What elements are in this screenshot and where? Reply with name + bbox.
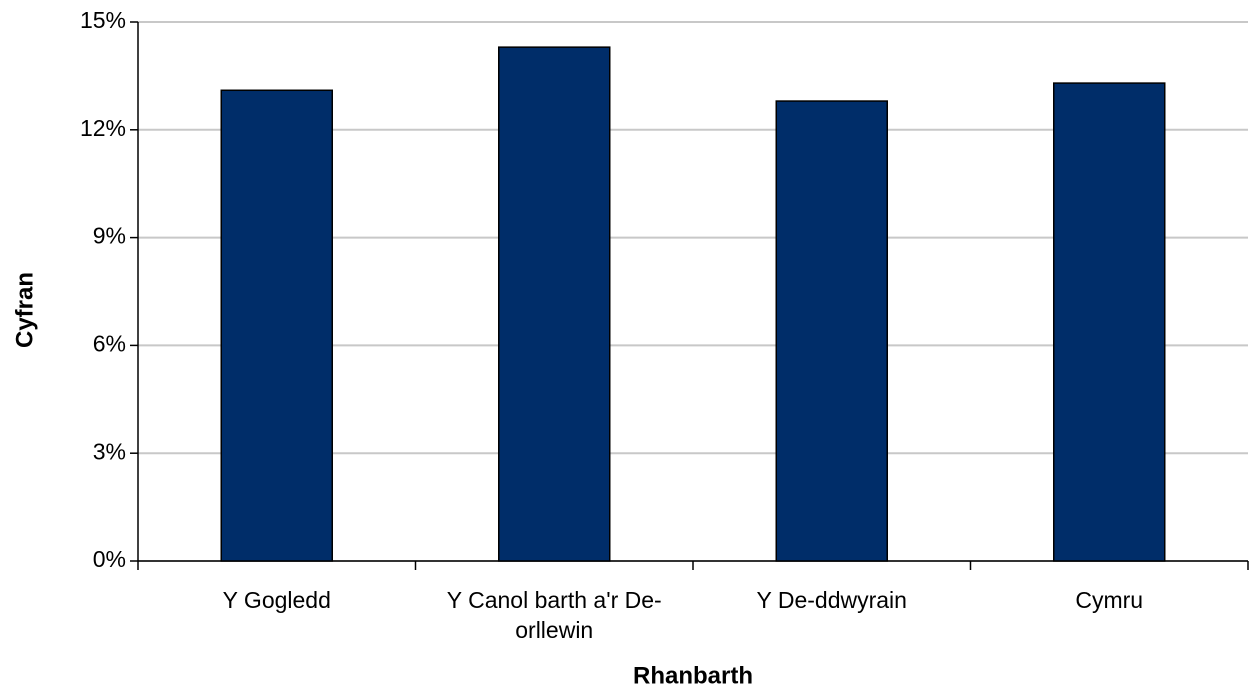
y-tick-label: 3%	[93, 438, 126, 464]
x-tick-label: Y De-ddwyrain	[756, 587, 907, 613]
bar	[220, 89, 333, 562]
bar	[498, 46, 611, 562]
bar	[775, 100, 888, 562]
y-tick-label: 9%	[93, 223, 126, 249]
y-tick-label: 0%	[93, 546, 126, 572]
x-tick-label: Cymru	[1075, 587, 1144, 613]
x-axis-title: Rhanbarth	[633, 662, 753, 689]
y-tick-label: 6%	[93, 330, 126, 356]
bar	[1053, 82, 1166, 562]
y-tick-label: 15%	[80, 7, 126, 33]
y-tick-label: 12%	[80, 115, 126, 141]
x-tick-label: Y Canol barth a'r De-orllewin	[446, 587, 662, 643]
y-axis-title: Cyfran	[11, 272, 38, 348]
x-tick-label: Y Gogledd	[222, 587, 331, 613]
